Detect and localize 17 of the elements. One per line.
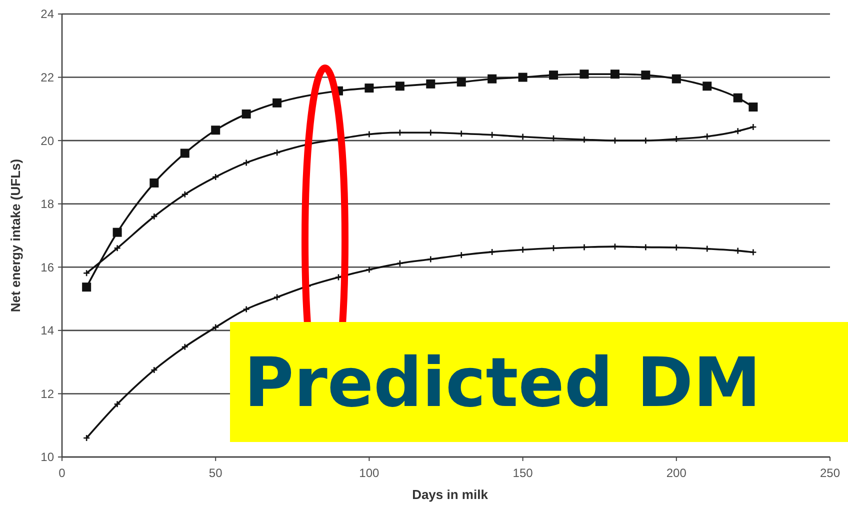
- annotation: Predicted DM: [244, 344, 761, 423]
- y-tick-label: 14: [40, 324, 54, 338]
- x-tick-label: 200: [666, 466, 687, 480]
- y-tick-label: 18: [40, 197, 54, 212]
- y-tick-label: 16: [40, 260, 54, 274]
- y-tick-label: 24: [40, 7, 54, 22]
- y-axis-title: Net energy intake (UFLs): [8, 158, 23, 312]
- x-axis-title: Days in milk: [412, 487, 489, 502]
- x-tick-label: 0: [58, 466, 66, 480]
- x-tick-label: 250: [820, 466, 840, 480]
- x-tick-label: 50: [208, 466, 223, 480]
- y-tick-label: 10: [40, 450, 54, 464]
- y-tick-label: 12: [40, 386, 54, 401]
- x-tick-label: 100: [359, 466, 380, 480]
- y-tick-label: 22: [40, 70, 54, 84]
- x-tick-label: 150: [512, 466, 534, 480]
- y-tick-label: 20: [40, 134, 54, 148]
